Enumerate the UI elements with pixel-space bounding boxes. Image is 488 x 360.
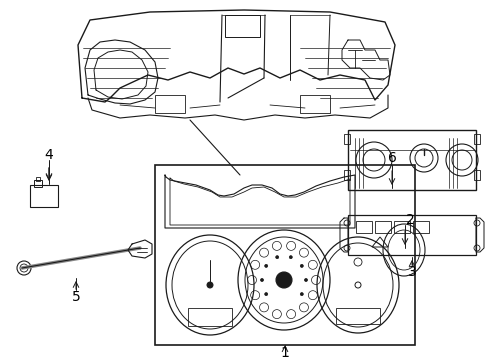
Circle shape xyxy=(206,282,213,288)
Bar xyxy=(155,165,414,345)
Circle shape xyxy=(275,256,278,259)
Bar xyxy=(30,185,58,207)
Text: 4: 4 xyxy=(44,148,53,162)
Bar xyxy=(355,221,371,233)
Bar xyxy=(187,308,231,326)
Circle shape xyxy=(275,272,291,288)
Text: 5: 5 xyxy=(71,290,80,304)
Bar xyxy=(412,221,428,233)
Bar xyxy=(34,180,42,187)
Bar xyxy=(36,177,40,181)
Circle shape xyxy=(304,279,307,282)
Circle shape xyxy=(300,293,303,296)
Text: 6: 6 xyxy=(387,151,396,165)
Bar xyxy=(347,215,475,255)
Bar xyxy=(343,170,349,180)
Bar xyxy=(343,134,349,144)
Bar xyxy=(347,130,475,190)
Bar xyxy=(393,221,409,233)
Circle shape xyxy=(300,264,303,267)
Bar xyxy=(473,134,479,144)
Circle shape xyxy=(289,256,292,259)
Circle shape xyxy=(264,293,267,296)
Circle shape xyxy=(260,279,263,282)
Bar xyxy=(374,221,390,233)
Bar xyxy=(335,308,379,324)
Text: 2: 2 xyxy=(405,213,413,227)
Bar xyxy=(224,15,260,37)
Bar xyxy=(155,95,184,113)
Bar xyxy=(473,170,479,180)
Text: 1: 1 xyxy=(280,346,289,360)
Circle shape xyxy=(264,264,267,267)
Text: 3: 3 xyxy=(407,265,415,279)
Bar xyxy=(299,95,329,113)
